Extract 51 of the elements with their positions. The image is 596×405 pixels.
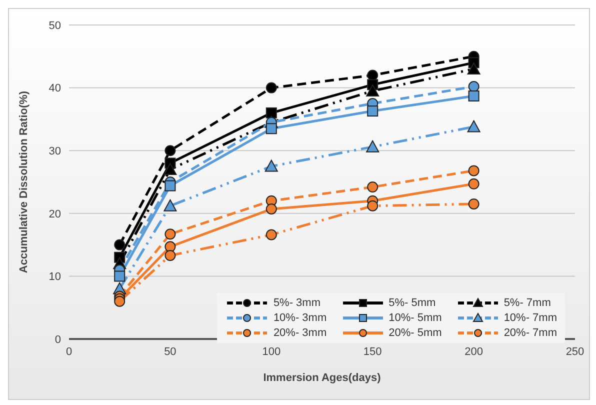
y-tick-label: 20 [48, 208, 61, 220]
legend-label: 10%- 5mm [388, 312, 442, 324]
point [164, 241, 176, 252]
point [468, 198, 480, 210]
legend-label: 10%- 3mm [273, 312, 327, 324]
point [468, 90, 480, 102]
y-tick-label: 50 [48, 20, 61, 32]
point [266, 229, 277, 240]
point [114, 239, 126, 250]
point [164, 145, 176, 156]
x-tick-label: 0 [66, 346, 72, 358]
x-axis-title: Immersion Ages(days) [263, 372, 382, 384]
point [164, 250, 176, 261]
legend-label: 20%- 7mm [504, 327, 557, 339]
point [266, 123, 277, 134]
point [266, 107, 277, 118]
y-axis-title: Accumulative Dissolution Ratio(%) [18, 90, 30, 274]
point [164, 199, 177, 212]
legend-label: 5%- 3mm [273, 297, 320, 309]
point [164, 228, 176, 240]
point [468, 178, 480, 190]
legend-label: 5%- 5mm [388, 297, 436, 309]
x-tick-label: 250 [566, 346, 584, 358]
point [367, 200, 378, 212]
x-tick-label: 150 [363, 346, 382, 358]
point [366, 84, 380, 96]
point [467, 120, 480, 132]
y-tick-label: 30 [48, 146, 61, 158]
point [467, 62, 480, 74]
point [264, 160, 278, 172]
point [164, 180, 176, 192]
point [367, 70, 378, 81]
point [366, 140, 380, 152]
x-tick-label: 100 [262, 346, 281, 358]
y-tick-label: 40 [48, 82, 61, 95]
point [367, 106, 378, 117]
y-tick-label: 0 [54, 334, 61, 346]
legend-label: 20%- 5mm [388, 327, 442, 339]
x-tick-label: 200 [464, 346, 483, 358]
legend-label: 10%- 7mm [504, 312, 557, 324]
point [114, 270, 126, 282]
point [367, 182, 378, 193]
point [164, 162, 177, 175]
x-tick-label: 50 [164, 346, 176, 358]
point [266, 204, 277, 215]
point [114, 296, 126, 307]
point [266, 82, 277, 94]
point [468, 165, 480, 176]
y-tick-label: 10 [48, 271, 61, 284]
legend-label: 20%- 3mm [273, 327, 327, 339]
legend-label: 5%- 7mm [504, 297, 551, 309]
